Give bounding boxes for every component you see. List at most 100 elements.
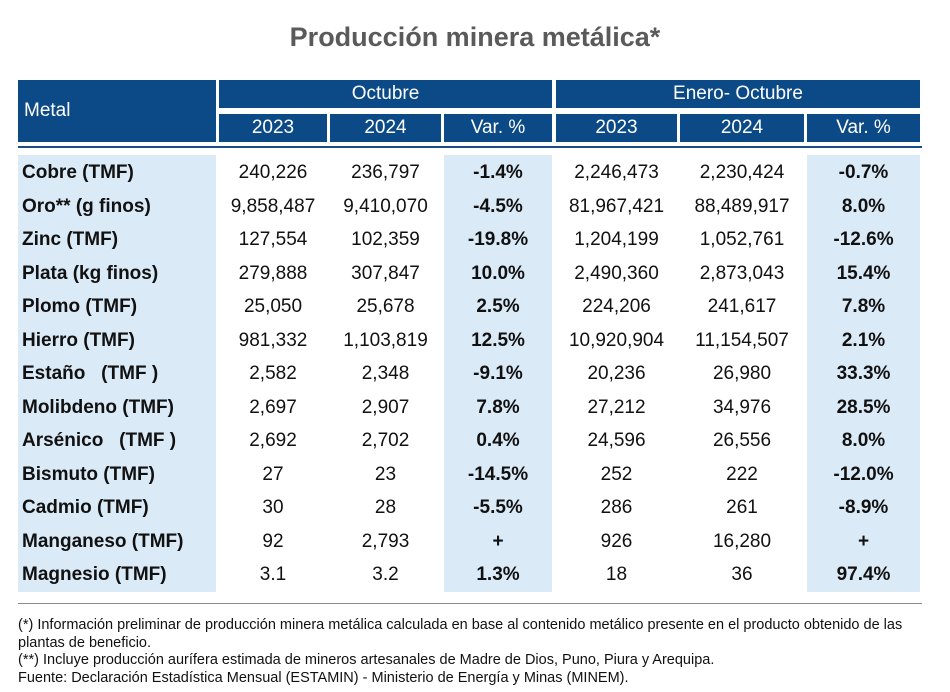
table-row: Bismuto (TMF) 27 23 -14.5% 252 222 -12.0% [0,458,950,492]
cell-ytd-2023: 252 [600,463,633,485]
cell-oct-2023: 25,050 [243,296,303,317]
row-metal-name: Zinc (TMF) [22,229,119,250]
row-metal-name: Cadmio (TMF) [22,497,149,518]
cell-ytd-var: 8.0% [841,195,886,217]
cell-oct-2024: 2,907 [361,396,410,418]
cell-oct-2023: 2,582 [249,363,297,384]
cell-ytd-var: 2.1% [841,329,886,351]
table-row: Zinc (TMF) 127,554 102,359 -19.8% 1,204,199 1… [0,223,950,257]
row-metal-name: Magnesio (TMF) [22,564,167,585]
header-oct-2024: 2024 [330,114,441,142]
row-metal-name: Cobre (TMF) [22,162,134,183]
ytd-var-column-band [807,155,920,592]
footnote-source: Fuente: Declaración Estadística Mensual … [18,669,629,686]
cell-ytd-2024: 16,280 [712,530,772,552]
table-row: Plata (kg finos) 279,888 307,847 10.0% 2,490… [0,257,950,291]
footnotes: (*) Información preliminar de producción… [18,617,928,687]
cell-oct-2023: 3.1 [259,564,287,585]
row-metal-name: Hierro (TMF) [22,329,135,351]
oct-var-column-band [444,155,552,592]
table-body: Cobre (TMF) 240,226 236,797 -1.4% 2,246,473 2… [0,156,950,592]
row-metal-name: Estaño (TMF ) [22,363,159,384]
cell-oct-var: -9.1% [473,363,523,384]
table-row: Molibdeno (TMF) 2,697 2,907 7.8% 27,212 34,97… [0,391,950,425]
cell-ytd-var: -12.0% [833,463,894,485]
cell-oct-2024: 2,348 [361,363,410,384]
cell-oct-var: 10.0% [471,262,525,284]
table-row: Cadmio (TMF) 30 28 -5.5% 286 261 -8.9% [0,491,950,525]
table-row: Arsénico (TMF ) 2,692 2,702 0.4% 24,596 26,55… [0,424,950,458]
row-metal-name: Molibdeno (TMF) [22,396,174,418]
cell-ytd-2024: 2,873,043 [699,262,785,284]
cell-oct-2024: 9,410,070 [343,195,428,217]
cell-oct-2023: 9,858,487 [230,195,316,217]
cell-ytd-2023: 20,236 [587,363,646,384]
cell-ytd-2023: 224,206 [582,296,651,317]
header-oct-2023: 2023 [219,114,327,142]
table-row: Estaño (TMF ) 2,582 2,348 -9.1% 20,236 26,980… [0,357,950,391]
cell-oct-var: 0.4% [476,430,520,451]
cell-ytd-var: -0.7% [838,162,889,183]
cell-ytd-var: 97.4% [836,564,891,585]
cell-oct-2023: 240,226 [238,162,308,183]
row-metal-name: Plata (kg finos) [22,262,159,284]
cell-oct-2024: 28 [374,497,397,518]
header-oct-var: Var. % [444,114,552,142]
cell-oct-2024: 3.2 [372,564,399,585]
cell-oct-2024: 307,847 [351,262,420,284]
header-metal: Metal [18,80,216,142]
cell-ytd-2024: 1,052,761 [699,229,785,250]
cell-oct-2023: 2,692 [249,430,297,451]
footnote-artisanal-gold: (**) Incluye producción aurífera estimad… [18,652,715,668]
cell-oct-2024: 236,797 [351,162,420,183]
header-group-octubre: Octubre [219,80,552,108]
table-row: Magnesio (TMF) 3.1 3.2 1.3% 18 36 97.4% [0,558,950,592]
table-row: Cobre (TMF) 240,226 236,797 -1.4% 2,246,473 2… [0,156,950,190]
cell-ytd-2024: 88,489,917 [694,195,790,217]
page-title: Producción minera metálica* [289,22,661,52]
cell-oct-var: -4.5% [473,195,523,217]
cell-ytd-var: -12.6% [833,229,894,250]
cell-ytd-2023: 926 [600,530,633,552]
cell-ytd-2024: 261 [726,497,758,518]
cell-oct-var: 2.5% [476,296,520,317]
cell-oct-2023: 27 [262,463,284,485]
footer-divider [18,603,922,604]
cell-oct-2024: 25,678 [356,296,415,317]
cell-oct-2024: 23 [374,463,397,485]
cell-ytd-2023: 18 [605,564,628,585]
cell-ytd-2024: 222 [726,463,758,485]
cell-oct-var: -1.4% [473,162,523,183]
cell-oct-var: -5.5% [473,497,523,518]
cell-ytd-var: 8.0% [841,430,886,451]
header-ytd-var: Var. % [807,114,920,142]
cell-ytd-2024: 26,556 [712,430,772,451]
header-group-enero-octubre: Enero- Octubre [556,80,920,108]
cell-ytd-var: 28.5% [836,396,891,418]
cell-ytd-var: -8.9% [838,497,889,518]
cell-oct-var: 1.3% [476,564,520,585]
cell-ytd-var: 15.4% [836,262,891,284]
table-row: Plomo (TMF) 25,050 25,678 2.5% 224,206 241,61… [0,290,950,324]
cell-oct-var: + [492,530,504,552]
cell-oct-2024: 2,702 [361,430,410,451]
header-ytd-2024: 2024 [680,114,804,142]
cell-oct-2024: 2,793 [361,530,410,552]
cell-ytd-var: 33.3% [836,363,891,384]
cell-oct-var: 7.8% [476,396,520,418]
row-metal-name: Oro** (g finos) [22,195,151,217]
table-row: Oro** (g finos) 9,858,487 9,410,070 -4.5% 81… [0,190,950,224]
cell-ytd-2023: 1,204,199 [574,229,659,250]
cell-ytd-2024: 11,154,507 [695,329,789,351]
row-metal-name: Plomo (TMF) [22,296,138,317]
cell-oct-var: -14.5% [467,463,529,485]
table-row: Hierro (TMF) 981,332 1,103,819 12.5% 10,920,… [0,324,950,358]
cell-oct-var: 12.5% [471,329,525,351]
row-metal-name: Manganeso (TMF) [22,530,184,552]
cell-oct-2024: 1,103,819 [343,329,428,351]
table-row: Manganeso (TMF) 92 2,793 +926 16,280 + [0,525,950,559]
cell-oct-2023: 279,888 [238,262,308,284]
cell-ytd-2023: 81,967,421 [568,195,665,217]
cell-oct-2023: 127,554 [238,229,308,250]
cell-ytd-var: 7.8% [841,296,886,317]
